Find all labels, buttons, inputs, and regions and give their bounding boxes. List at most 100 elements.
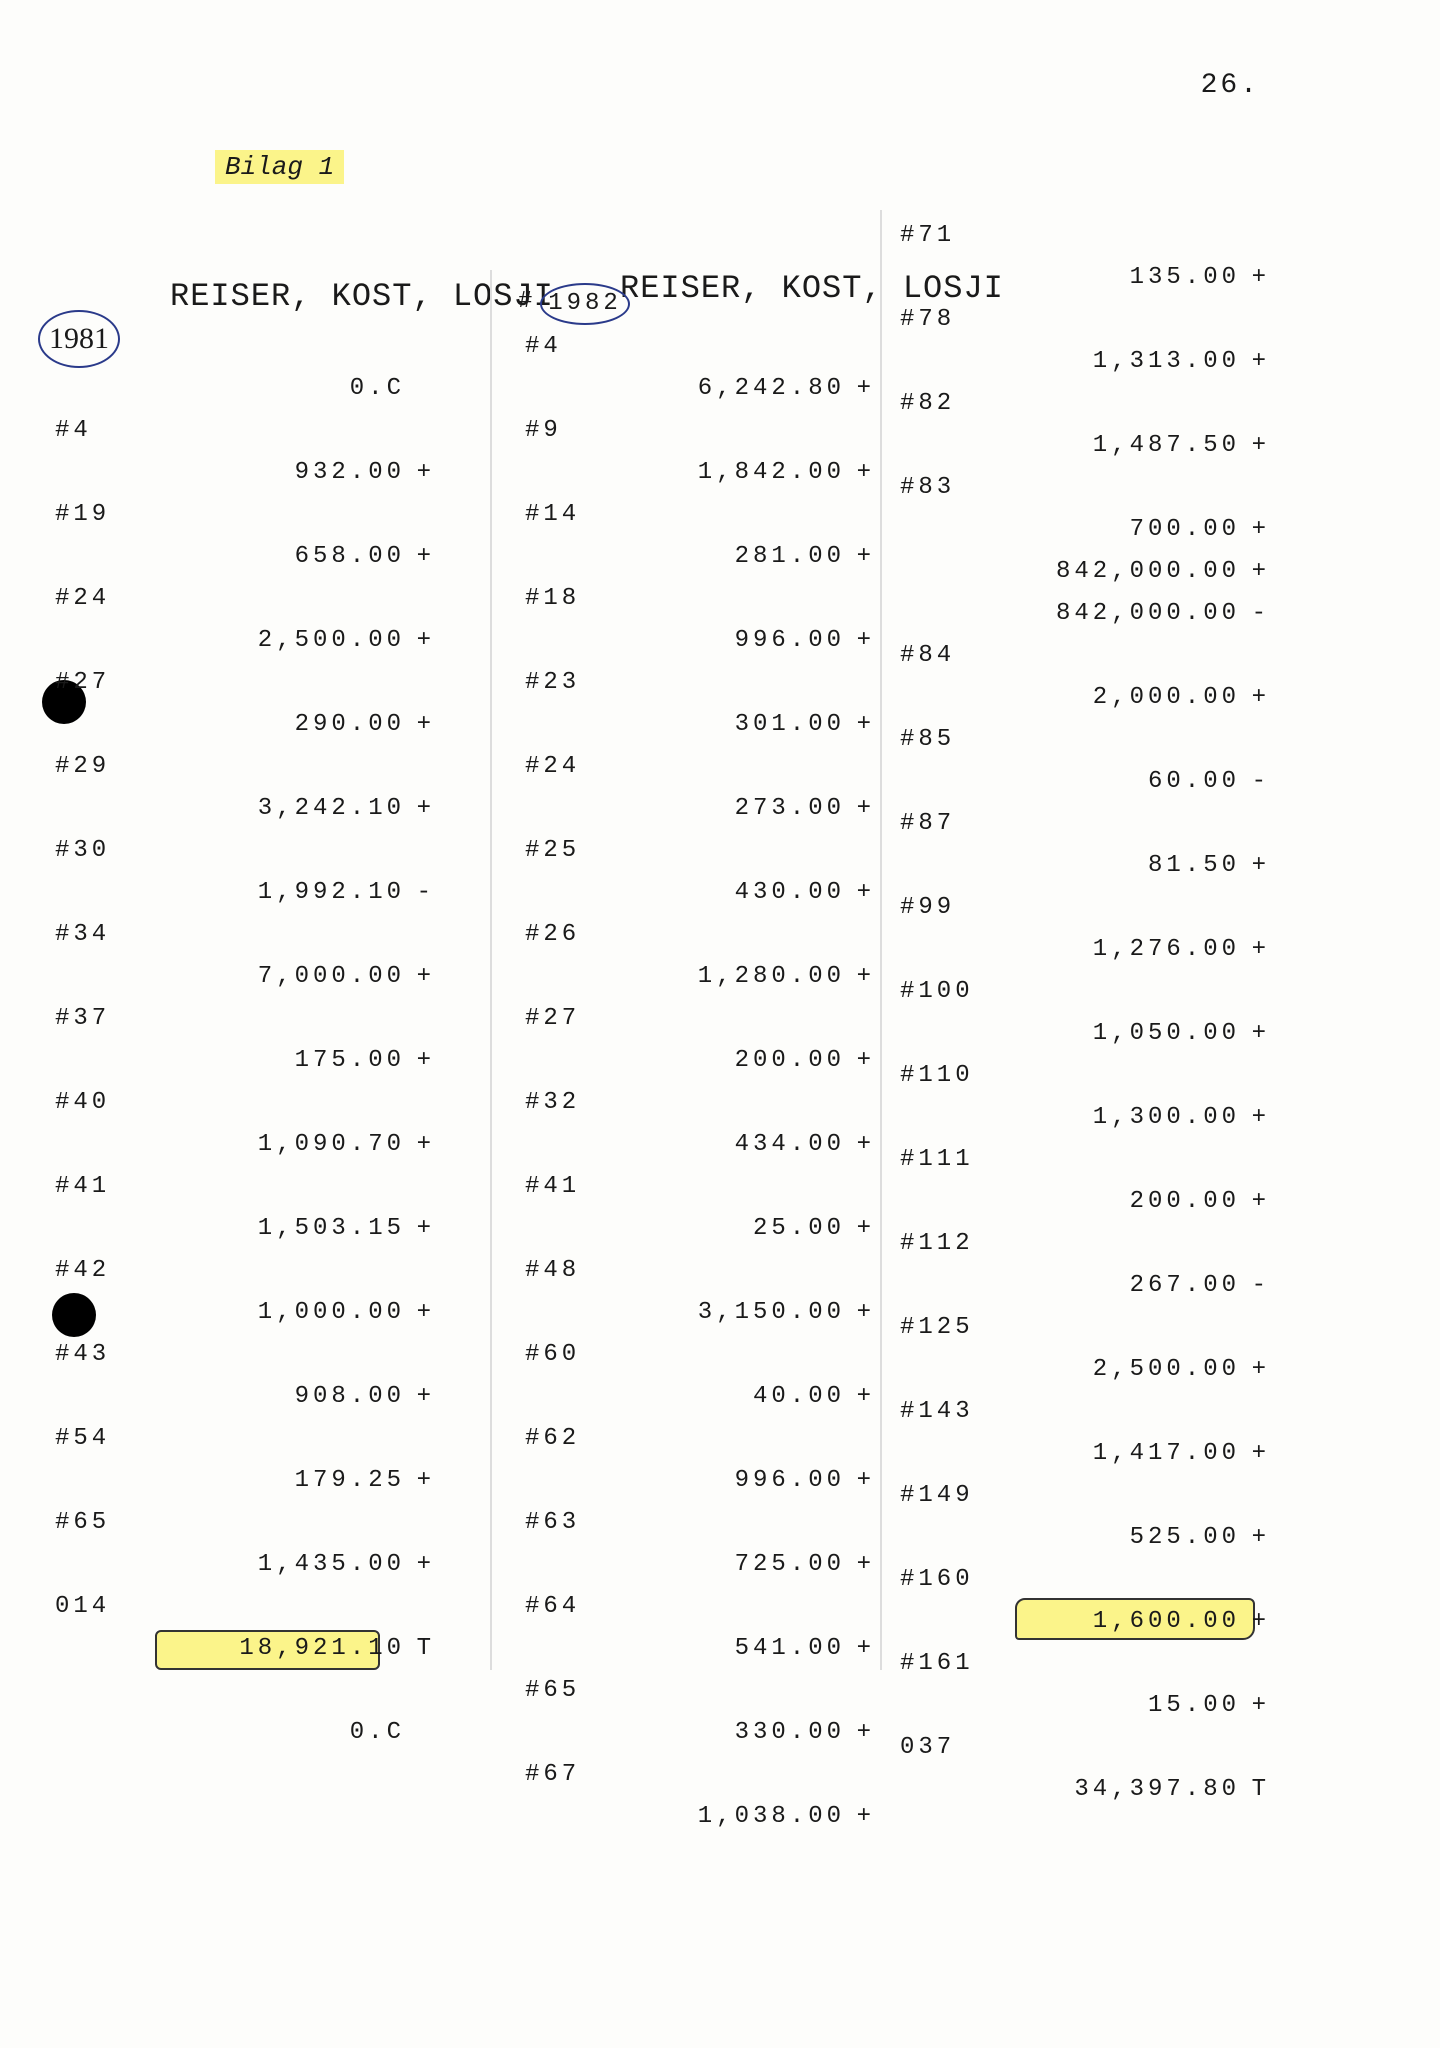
entry-value: 81.50 bbox=[1148, 852, 1240, 879]
tape-row: 725.00+ bbox=[525, 1551, 875, 1593]
tape-row: #78 bbox=[900, 306, 1270, 348]
entry-value: 1,992.10 bbox=[258, 879, 405, 906]
tape-row: #65 bbox=[55, 1509, 435, 1551]
tape-row: #99 bbox=[900, 894, 1270, 936]
entry-key: #41 bbox=[525, 1173, 580, 1200]
entry-operator: + bbox=[857, 1467, 875, 1494]
entry-operator: + bbox=[1252, 936, 1270, 963]
entry-key: #143 bbox=[900, 1398, 974, 1425]
entry-operator: + bbox=[857, 879, 875, 906]
tape-row: 658.00+ bbox=[55, 543, 435, 585]
entry-value: 3,150.00 bbox=[698, 1299, 845, 1326]
entry-value: 25.00 bbox=[753, 1215, 845, 1242]
entry-key: #110 bbox=[900, 1062, 974, 1089]
tape-row: #9 bbox=[525, 417, 875, 459]
tape-row: #4 bbox=[55, 417, 435, 459]
entry-value: 541.00 bbox=[735, 1635, 845, 1662]
tape-row: #30 bbox=[55, 837, 435, 879]
tape-row: #42 bbox=[55, 1257, 435, 1299]
tape-row: 842,000.00- bbox=[900, 600, 1270, 642]
tape-row: #25 bbox=[525, 837, 875, 879]
entry-operator: - bbox=[1252, 768, 1270, 795]
tape-row: 014 bbox=[55, 1593, 435, 1635]
entry-key: #26 bbox=[525, 921, 580, 948]
entry-operator: + bbox=[1252, 516, 1270, 543]
entry-key: #160 bbox=[900, 1566, 974, 1593]
entry-value: 175.00 bbox=[295, 1047, 405, 1074]
tape-row: #60 bbox=[525, 1341, 875, 1383]
entry-value: 15.00 bbox=[1148, 1692, 1240, 1719]
entry-value: 200.00 bbox=[735, 1047, 845, 1074]
entry-value: 1,313.00 bbox=[1093, 348, 1240, 375]
tape-row: #112 bbox=[900, 1230, 1270, 1272]
tape-row: #48 bbox=[525, 1257, 875, 1299]
tape-row bbox=[55, 1677, 435, 1719]
entry-operator: + bbox=[1252, 1440, 1270, 1467]
entry-operator: + bbox=[1252, 1356, 1270, 1383]
entry-value: 3,242.10 bbox=[258, 795, 405, 822]
tape-row: 3,150.00 + bbox=[525, 1299, 875, 1341]
entry-key: #63 bbox=[525, 1509, 580, 1536]
tape-row: 7,000.00+ bbox=[55, 963, 435, 1005]
entry-operator: + bbox=[857, 1635, 875, 1662]
entry-operator: + bbox=[1252, 558, 1270, 585]
entry-value: 0.C bbox=[350, 1719, 405, 1746]
entry-value: 2,500.00 bbox=[258, 627, 405, 654]
entry-key: #18 bbox=[525, 585, 580, 612]
tape-row: 81.50 + bbox=[900, 852, 1270, 894]
entry-operator: + bbox=[857, 1299, 875, 1326]
entry-value: 200.00 bbox=[1130, 1188, 1240, 1215]
tape-row: 1,090.70+ bbox=[55, 1131, 435, 1173]
tape-row: 2,500.00 + bbox=[900, 1356, 1270, 1398]
tape-row: 6,242.80+ bbox=[525, 375, 875, 417]
entry-operator: + bbox=[1252, 852, 1270, 879]
entry-operator: + bbox=[417, 1383, 435, 1410]
entry-key: #83 bbox=[900, 474, 955, 501]
tape1-title: REISER, KOST, LOSJI bbox=[170, 278, 554, 315]
entry-value: 1,487.50 bbox=[1093, 432, 1240, 459]
entry-operator: + bbox=[1252, 264, 1270, 291]
year-1982-circle: 1982 bbox=[540, 283, 630, 325]
tape-row: #43 bbox=[55, 1341, 435, 1383]
entry-operator: + bbox=[1252, 432, 1270, 459]
tape-row: 200.00+ bbox=[900, 1188, 1270, 1230]
entry-value: 34,397.80 bbox=[1074, 1776, 1240, 1803]
tape-row: #160 bbox=[900, 1566, 1270, 1608]
tape-row: 330.00+ bbox=[525, 1719, 875, 1761]
tape-row: #87 bbox=[900, 810, 1270, 852]
tape-row: 200.00+ bbox=[525, 1047, 875, 1089]
tape-row: 1,600.00+ bbox=[900, 1608, 1270, 1650]
tape-row: #65 bbox=[525, 1677, 875, 1719]
tape-row: #62 bbox=[525, 1425, 875, 1467]
entry-operator: + bbox=[857, 795, 875, 822]
tape-row: #4 bbox=[525, 333, 875, 375]
tape-row: #41 bbox=[55, 1173, 435, 1215]
tape-row: 2,500.00+ bbox=[55, 627, 435, 669]
tape-row: 15.00+ bbox=[900, 1692, 1270, 1734]
entry-value: 1,435.00 bbox=[258, 1551, 405, 1578]
entry-value: 1,600.00 bbox=[1093, 1608, 1240, 1635]
entry-key: #65 bbox=[55, 1509, 110, 1536]
entry-value: 273.00 bbox=[735, 795, 845, 822]
entry-key: #19 bbox=[55, 501, 110, 528]
tape-row: 1,038.00+ bbox=[525, 1803, 875, 1845]
tape-row: #161 bbox=[900, 1650, 1270, 1692]
entry-key: 037 bbox=[900, 1734, 955, 1761]
tape-row: 434.00+ bbox=[525, 1131, 875, 1173]
tape-row: #100 bbox=[900, 978, 1270, 1020]
entry-operator: T bbox=[1252, 1776, 1270, 1803]
entry-value: 2,500.00 bbox=[1093, 1356, 1240, 1383]
entry-key: #54 bbox=[55, 1425, 110, 1452]
entry-value: 1,300.00 bbox=[1093, 1104, 1240, 1131]
tape-row: #83 bbox=[900, 474, 1270, 516]
entry-operator: + bbox=[417, 1551, 435, 1578]
tape-row: #63 bbox=[525, 1509, 875, 1551]
tape-row: #24 bbox=[55, 585, 435, 627]
entry-key: #40 bbox=[55, 1089, 110, 1116]
entry-key: #14 bbox=[525, 501, 580, 528]
entry-key: #29 bbox=[55, 753, 110, 780]
tape-row: #24 bbox=[525, 753, 875, 795]
tape-row: 1,300.00+ bbox=[900, 1104, 1270, 1146]
tape-row: #29 bbox=[55, 753, 435, 795]
entry-key: #84 bbox=[900, 642, 955, 669]
